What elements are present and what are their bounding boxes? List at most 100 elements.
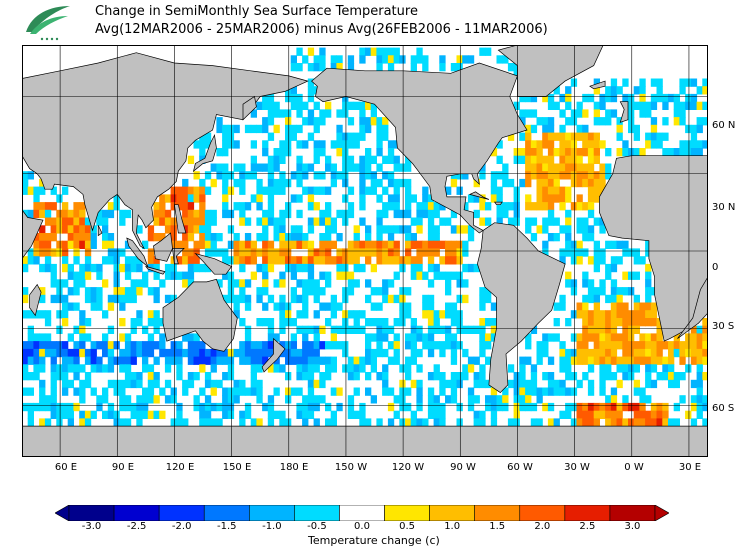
anomaly-cell bbox=[296, 225, 303, 234]
anomaly-cell bbox=[519, 148, 526, 157]
anomaly-cell bbox=[262, 287, 269, 296]
anomaly-cell bbox=[445, 271, 452, 280]
anomaly-cell bbox=[279, 341, 286, 350]
anomaly-cell bbox=[542, 132, 549, 141]
anomaly-cell bbox=[405, 364, 412, 373]
anomaly-cell bbox=[244, 279, 252, 288]
anomaly-cell bbox=[433, 402, 440, 412]
anomaly-cell bbox=[513, 418, 520, 427]
colorbar-tick-label: 1.0 bbox=[444, 521, 461, 532]
anomaly-cell bbox=[582, 171, 589, 180]
anomaly-cell bbox=[319, 233, 326, 242]
anomaly-cell bbox=[27, 209, 34, 219]
anomaly-cell bbox=[479, 294, 486, 304]
anomaly-cell bbox=[656, 140, 663, 149]
anomaly-cell bbox=[262, 163, 269, 172]
anomaly-cell bbox=[639, 109, 646, 118]
anomaly-cell bbox=[239, 217, 246, 226]
anomaly-cell bbox=[244, 333, 252, 342]
anomaly-cell bbox=[227, 124, 235, 134]
anomaly-cell bbox=[628, 93, 635, 103]
anomaly-cell bbox=[204, 186, 212, 195]
anomaly-cell bbox=[462, 225, 469, 234]
anomaly-cell bbox=[325, 372, 332, 381]
anomaly-cell bbox=[553, 132, 560, 141]
anomaly-cell bbox=[393, 318, 400, 327]
anomaly-cell bbox=[565, 348, 572, 358]
anomaly-cell bbox=[342, 325, 349, 334]
anomaly-cell bbox=[582, 333, 589, 342]
anomaly-cell bbox=[262, 263, 269, 273]
anomaly-cell bbox=[587, 418, 595, 427]
anomaly-cell bbox=[456, 379, 463, 389]
anomaly-cell bbox=[696, 86, 703, 95]
anomaly-cell bbox=[399, 310, 406, 319]
anomaly-cell bbox=[307, 271, 315, 280]
anomaly-cell bbox=[39, 310, 46, 319]
anomaly-cell bbox=[113, 356, 120, 365]
anomaly-cell bbox=[565, 372, 572, 381]
sst-anomaly-cells bbox=[22, 47, 708, 427]
anomaly-cell bbox=[570, 372, 578, 381]
anomaly-cell bbox=[485, 294, 492, 304]
anomaly-cell bbox=[593, 194, 600, 203]
anomaly-cell bbox=[479, 341, 486, 350]
anomaly-cell bbox=[279, 109, 286, 118]
anomaly-cell bbox=[622, 240, 629, 249]
anomaly-cell bbox=[416, 379, 423, 389]
anomaly-cell bbox=[39, 418, 46, 427]
anomaly-cell bbox=[559, 163, 566, 172]
anomaly-cell bbox=[73, 256, 80, 265]
anomaly-cell bbox=[536, 155, 543, 164]
anomaly-cell bbox=[325, 356, 332, 365]
anomaly-cell bbox=[182, 379, 189, 389]
anomaly-cell bbox=[279, 155, 286, 164]
anomaly-cell bbox=[628, 117, 635, 126]
anomaly-cell bbox=[507, 379, 515, 389]
anomaly-cell bbox=[336, 271, 343, 280]
anomaly-cell bbox=[639, 341, 646, 350]
anomaly-cell bbox=[593, 263, 600, 273]
anomaly-cell bbox=[405, 186, 412, 195]
anomaly-cell bbox=[582, 163, 589, 172]
anomaly-cell bbox=[307, 263, 315, 273]
anomaly-cell bbox=[467, 263, 475, 273]
anomaly-cell bbox=[559, 140, 566, 149]
anomaly-cell bbox=[582, 325, 589, 334]
anomaly-cell bbox=[405, 387, 412, 396]
anomaly-cell bbox=[582, 318, 589, 327]
anomaly-cell bbox=[285, 387, 292, 396]
anomaly-cell bbox=[73, 209, 80, 219]
anomaly-cell bbox=[182, 248, 189, 257]
anomaly-cell bbox=[307, 325, 315, 334]
anomaly-cell bbox=[633, 348, 640, 358]
anomaly-cell bbox=[50, 202, 57, 211]
anomaly-cell bbox=[502, 163, 509, 172]
anomaly-cell bbox=[330, 325, 337, 334]
anomaly-cell bbox=[50, 271, 57, 280]
anomaly-cell bbox=[359, 101, 366, 110]
anomaly-cell bbox=[296, 93, 303, 103]
anomaly-cell bbox=[296, 140, 303, 149]
anomaly-cell bbox=[33, 248, 40, 257]
anomaly-cell bbox=[610, 109, 618, 118]
anomaly-cell bbox=[696, 117, 703, 126]
anomaly-cell bbox=[159, 209, 166, 219]
anomaly-cell bbox=[22, 387, 29, 396]
anomaly-cell bbox=[622, 372, 629, 381]
anomaly-cell bbox=[553, 101, 560, 110]
graticule bbox=[22, 45, 708, 457]
anomaly-cell bbox=[645, 271, 652, 280]
anomaly-cell bbox=[124, 333, 132, 342]
anomaly-cell bbox=[570, 333, 578, 342]
anomaly-cell bbox=[285, 148, 292, 157]
anomaly-cell bbox=[673, 379, 680, 389]
anomaly-cell bbox=[347, 63, 355, 72]
anomaly-cell bbox=[347, 186, 355, 195]
anomaly-cell bbox=[39, 356, 46, 365]
anomaly-cell bbox=[668, 372, 675, 381]
anomaly-cell bbox=[176, 202, 183, 211]
anomaly-cell bbox=[370, 178, 377, 188]
anomaly-cell bbox=[628, 310, 635, 319]
anomaly-cell bbox=[313, 310, 320, 319]
